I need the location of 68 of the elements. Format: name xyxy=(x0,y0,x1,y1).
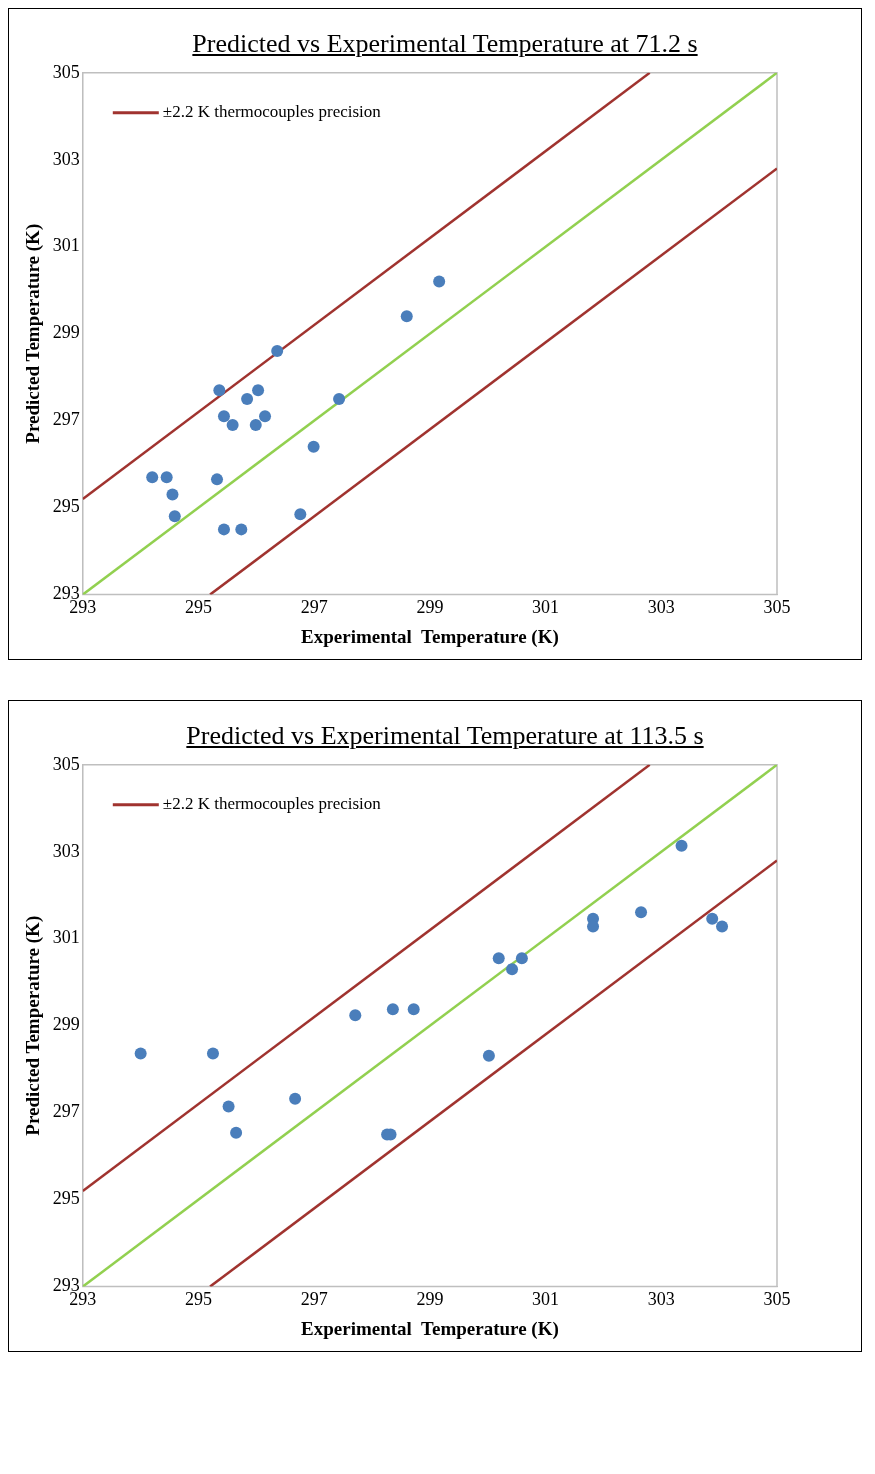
point xyxy=(226,419,239,432)
point xyxy=(160,471,173,484)
point xyxy=(249,419,262,432)
point xyxy=(146,471,159,484)
point xyxy=(217,523,230,536)
y-tick-label: 297 xyxy=(52,409,80,430)
point xyxy=(433,275,446,288)
point xyxy=(252,384,265,397)
point xyxy=(349,1009,362,1022)
point xyxy=(271,345,284,358)
x-tick-label: 303 xyxy=(647,1289,675,1310)
point xyxy=(706,912,719,925)
legend-label: ±2.2 K thermocouples precision xyxy=(162,794,382,814)
y-tick-label: 303 xyxy=(52,840,80,861)
point xyxy=(506,963,519,976)
point xyxy=(675,839,688,852)
x-tick-label: 301 xyxy=(532,597,560,618)
point xyxy=(400,310,413,323)
chart-title: Predicted vs Experimental Temperature at 113.5 s xyxy=(185,720,705,751)
point xyxy=(289,1092,302,1105)
y-tick-label: 305 xyxy=(52,61,80,82)
point xyxy=(259,410,272,423)
point xyxy=(635,906,648,919)
y-tick-label: 295 xyxy=(52,1188,80,1209)
point xyxy=(235,523,248,536)
point xyxy=(222,1100,235,1113)
x-tick-label: 305 xyxy=(763,1289,791,1310)
point xyxy=(213,384,226,397)
point xyxy=(333,392,346,405)
point xyxy=(206,1047,219,1060)
point xyxy=(166,488,179,501)
x-tick-label: 299 xyxy=(416,597,444,618)
y-tick-label: 303 xyxy=(52,148,80,169)
chart-title: Predicted vs Experimental Temperature at 71.2 s xyxy=(191,28,699,59)
x-tick-label: 295 xyxy=(185,1289,212,1310)
x-tick-label: 297 xyxy=(300,1289,328,1310)
y-tick-label: 299 xyxy=(52,322,80,343)
x-tick-label: 305 xyxy=(763,597,791,618)
y-tick-label: 305 xyxy=(52,753,80,774)
x-tick-label: 303 xyxy=(647,597,675,618)
point xyxy=(230,1126,243,1139)
x-tick-label: 299 xyxy=(416,1289,444,1310)
y-tick-label: 297 xyxy=(52,1101,80,1122)
point xyxy=(716,920,729,933)
y-axis-title: Predicted Temperature (K) xyxy=(22,915,45,1136)
x-axis-title: Experimental Temperature (K) xyxy=(301,625,559,648)
point xyxy=(482,1049,495,1062)
point xyxy=(217,410,230,423)
point xyxy=(134,1047,147,1060)
point xyxy=(492,952,505,965)
point xyxy=(168,510,181,523)
point xyxy=(294,508,307,521)
point xyxy=(307,440,320,453)
y-tick-label: 295 xyxy=(52,496,80,517)
point xyxy=(241,392,254,405)
y-tick-label: 301 xyxy=(52,235,80,256)
x-tick-label: 301 xyxy=(532,1289,560,1310)
legend-label: ±2.2 K thermocouples precision xyxy=(162,102,382,122)
point xyxy=(211,473,224,486)
x-axis-title: Experimental Temperature (K) xyxy=(301,1317,559,1340)
y-tick-label: 301 xyxy=(52,927,80,948)
point xyxy=(407,1003,420,1016)
point xyxy=(515,952,528,965)
x-tick-label: 297 xyxy=(300,597,328,618)
y-tick-label: 299 xyxy=(52,1014,80,1035)
y-axis-title: Predicted Temperature (K) xyxy=(22,223,45,444)
point xyxy=(386,1003,399,1016)
x-tick-label: 295 xyxy=(185,597,212,618)
